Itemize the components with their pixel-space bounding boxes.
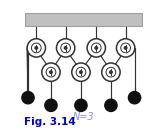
Circle shape bbox=[42, 63, 60, 81]
Circle shape bbox=[124, 47, 127, 49]
Circle shape bbox=[87, 39, 105, 57]
Circle shape bbox=[72, 63, 90, 81]
Text: Fig. 3.14: Fig. 3.14 bbox=[24, 117, 75, 127]
Bar bbox=[25, 13, 142, 26]
Circle shape bbox=[102, 63, 120, 81]
Circle shape bbox=[75, 99, 87, 111]
Circle shape bbox=[31, 43, 41, 53]
Circle shape bbox=[45, 99, 57, 111]
Text: N=3: N=3 bbox=[73, 112, 94, 122]
Circle shape bbox=[110, 71, 112, 73]
Circle shape bbox=[128, 92, 141, 104]
Circle shape bbox=[76, 67, 86, 77]
Circle shape bbox=[22, 92, 34, 104]
Circle shape bbox=[95, 47, 98, 49]
Circle shape bbox=[61, 43, 70, 53]
Circle shape bbox=[106, 67, 116, 77]
Circle shape bbox=[116, 39, 135, 57]
Circle shape bbox=[105, 99, 117, 111]
Circle shape bbox=[50, 71, 52, 73]
Circle shape bbox=[80, 71, 82, 73]
Circle shape bbox=[35, 47, 38, 49]
Circle shape bbox=[27, 39, 45, 57]
Circle shape bbox=[64, 47, 67, 49]
Circle shape bbox=[56, 39, 75, 57]
Circle shape bbox=[46, 67, 56, 77]
Circle shape bbox=[91, 43, 101, 53]
Circle shape bbox=[121, 43, 130, 53]
